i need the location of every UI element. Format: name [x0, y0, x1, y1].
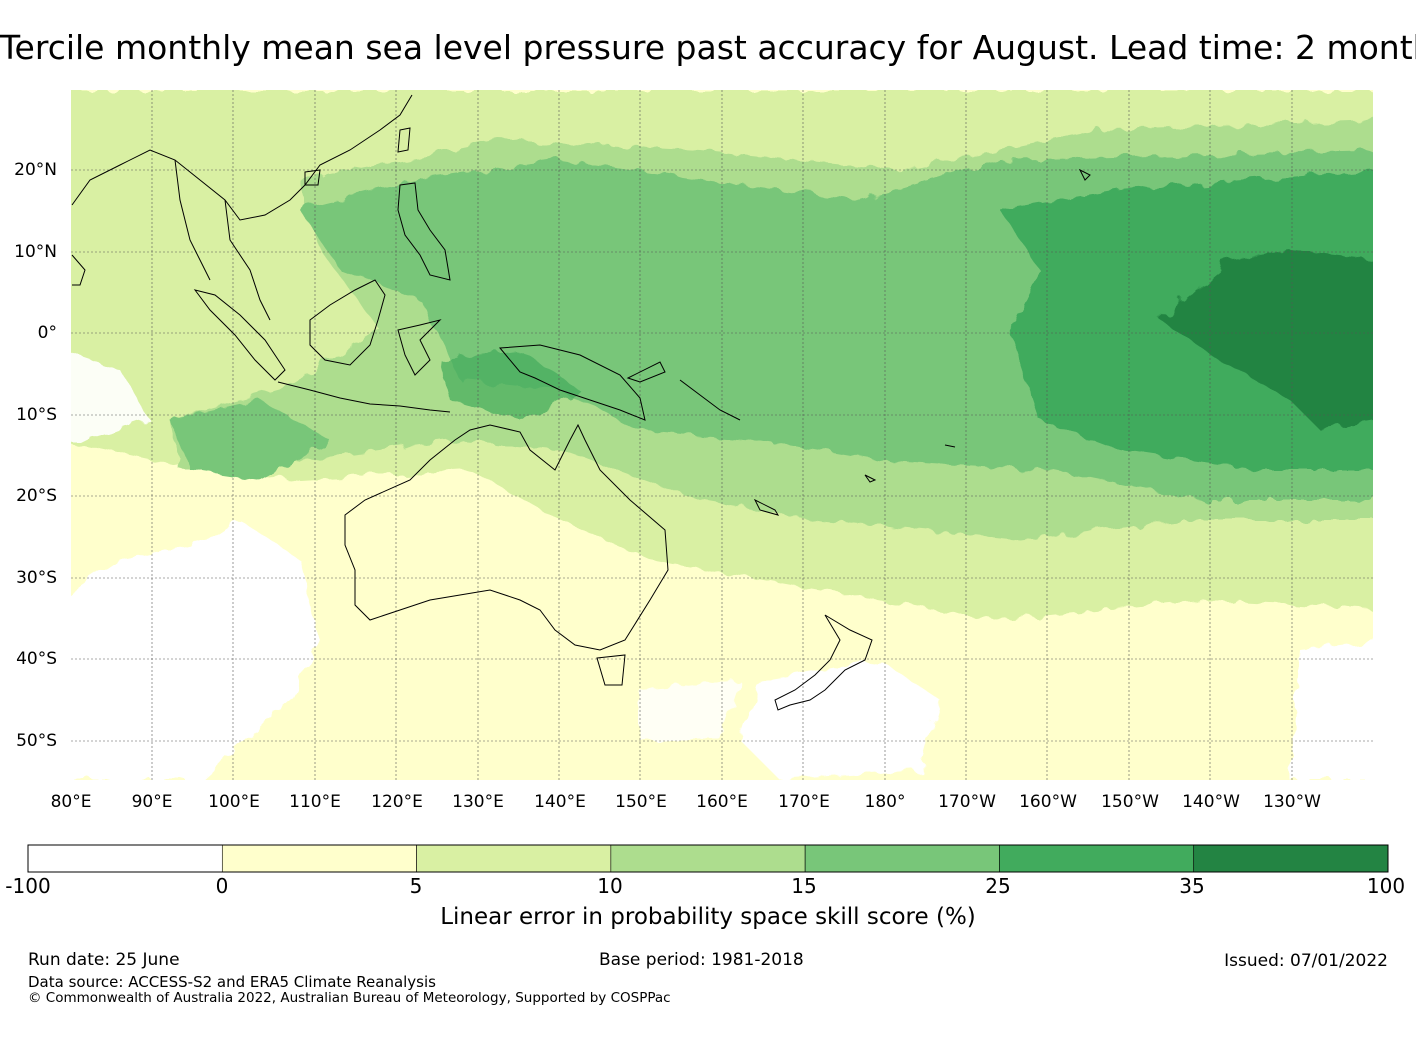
- lon-label: 170°E: [778, 792, 830, 812]
- lat-label: 20°S: [16, 486, 57, 506]
- lon-label: 120°E: [371, 792, 423, 812]
- colorbar-swatch: [27, 844, 223, 873]
- colorbar-tick: 100: [1366, 874, 1406, 898]
- colorbar-tick: 0: [215, 874, 229, 898]
- lon-label: 160°E: [696, 792, 748, 812]
- copyright: © Commonwealth of Australia 2022, Austra…: [28, 990, 671, 1006]
- colorbar-title: Linear error in probability space skill …: [440, 904, 976, 930]
- graticule: [71, 90, 1373, 780]
- colorbar-outline: [27, 844, 1389, 873]
- lon-label: 180°: [864, 792, 906, 812]
- colorbar-swatch: [610, 844, 806, 873]
- colorbar-tick: 25: [985, 874, 1011, 898]
- lon-label: 140°W: [1182, 792, 1240, 812]
- coastlines: [71, 94, 1091, 711]
- lat-label: 10°N: [14, 242, 57, 262]
- lat-label: 50°S: [16, 731, 57, 751]
- lon-label: 100°E: [208, 792, 260, 812]
- colorbar-swatch: [416, 844, 612, 873]
- colorbar: [27, 844, 1389, 873]
- lon-label: 150°W: [1101, 792, 1159, 812]
- run-date: Run date: 25 June: [28, 950, 180, 970]
- skill-field: [71, 90, 1373, 780]
- lon-label: 170°W: [938, 792, 996, 812]
- base-period: Base period: 1981-2018: [599, 950, 804, 970]
- lon-label: 150°E: [615, 792, 667, 812]
- lon-label: 80°E: [50, 792, 92, 812]
- lon-label: 110°E: [289, 792, 341, 812]
- colorbar-tick: -100: [5, 874, 51, 898]
- lon-label: 130°W: [1263, 792, 1321, 812]
- colorbar-tick: 10: [597, 874, 623, 898]
- lat-label: 0°: [37, 323, 57, 343]
- issued-date: Issued: 07/01/2022: [1224, 951, 1388, 971]
- colorbar-swatch: [1193, 844, 1389, 873]
- lon-label: 130°E: [452, 792, 504, 812]
- lon-label: 90°E: [131, 792, 173, 812]
- lat-label: 10°S: [16, 405, 57, 425]
- lat-label: 30°S: [16, 568, 57, 588]
- data-source: Data source: ACCESS-S2 and ERA5 Climate …: [28, 973, 436, 991]
- lon-label: 140°E: [534, 792, 586, 812]
- colorbar-swatch: [221, 844, 417, 873]
- lon-label: 160°W: [1019, 792, 1077, 812]
- colorbar-swatch: [804, 844, 1000, 873]
- lat-label: 40°S: [16, 649, 57, 669]
- colorbar-swatch: [999, 844, 1195, 873]
- colorbar-tick: 15: [791, 874, 817, 898]
- lat-label: 20°N: [14, 160, 57, 180]
- colorbar-tick: 35: [1179, 874, 1205, 898]
- colorbar-tick: 5: [409, 874, 423, 898]
- page-title: Tercile monthly mean sea level pressure …: [0, 28, 1416, 67]
